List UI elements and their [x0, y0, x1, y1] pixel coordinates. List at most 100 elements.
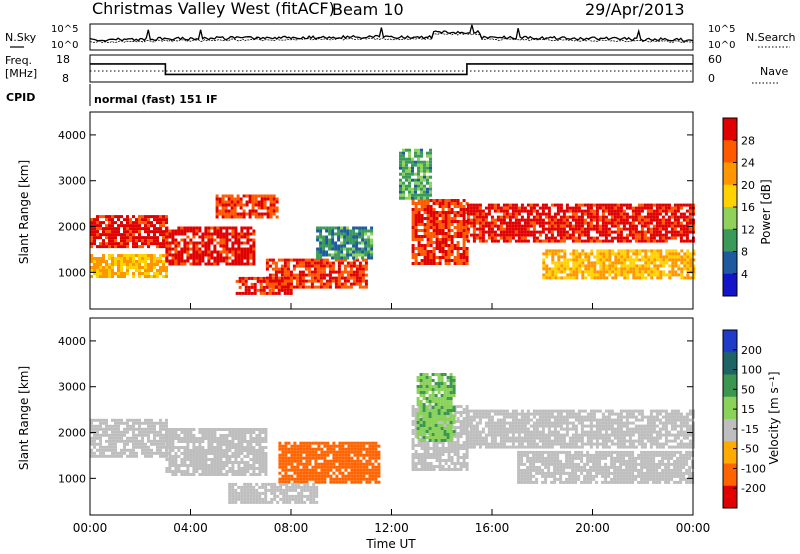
- data-cell: [443, 391, 447, 394]
- data-cell: [646, 218, 650, 222]
- data-cell: [481, 218, 485, 222]
- data-cell: [238, 291, 242, 295]
- data-cell: [625, 233, 629, 237]
- data-cell: [444, 217, 448, 220]
- data-cell: [349, 253, 353, 257]
- data-cell: [237, 244, 241, 248]
- data-cell: [180, 470, 184, 473]
- data-cell: [340, 273, 344, 277]
- data-cell: [447, 441, 451, 444]
- data-cell: [453, 235, 457, 238]
- data-cell: [297, 494, 301, 498]
- data-cell: [322, 238, 326, 242]
- data-cell: [419, 421, 423, 424]
- data-cell: [102, 239, 105, 243]
- data-cell: [243, 235, 247, 239]
- data-cell: [338, 456, 342, 460]
- data-cell: [347, 462, 351, 466]
- data-cell: [614, 261, 618, 265]
- data-cell: [177, 232, 181, 236]
- data-cell: [368, 468, 372, 472]
- data-cell: [295, 282, 299, 286]
- data-cell: [599, 249, 603, 253]
- data-cell: [274, 267, 278, 271]
- data-cell: [496, 224, 500, 228]
- data-cell: [108, 269, 111, 272]
- data-cell: [466, 230, 470, 234]
- data-cell: [285, 500, 289, 504]
- data-cell: [207, 434, 211, 437]
- data-cell: [138, 215, 141, 219]
- data-cell: [340, 261, 344, 265]
- data-cell: [258, 428, 262, 431]
- data-cell: [423, 187, 426, 191]
- data-cell: [402, 151, 405, 155]
- data-cell: [414, 217, 418, 220]
- data-cell: [243, 440, 247, 443]
- data-cell: [306, 482, 310, 486]
- data-cell: [240, 470, 244, 473]
- data-cell: [352, 250, 356, 254]
- data-cell: [291, 488, 295, 492]
- data-cell: [126, 266, 129, 269]
- data-cell: [429, 181, 432, 185]
- data-cell: [238, 285, 242, 289]
- data-cell: [628, 221, 632, 225]
- data-cell: [411, 232, 415, 235]
- data-cell: [219, 434, 223, 437]
- data-cell: [272, 200, 276, 204]
- data-cell: [316, 229, 320, 233]
- data-cell: [595, 236, 599, 240]
- data-cell: [508, 239, 512, 243]
- data-cell: [319, 247, 323, 251]
- data-cell: [120, 269, 123, 272]
- data-cell: [402, 157, 405, 161]
- data-cell: [465, 465, 469, 468]
- data-cell: [234, 434, 238, 437]
- data-cell: [655, 218, 659, 222]
- data-cell: [664, 221, 668, 225]
- data-cell: [159, 439, 162, 443]
- data-cell: [153, 263, 156, 266]
- data-cell: [277, 276, 281, 280]
- data-cell: [126, 436, 129, 440]
- data-cell: [659, 273, 663, 277]
- data-cell: [147, 439, 150, 443]
- data-cell: [565, 218, 569, 222]
- data-cell: [472, 230, 476, 234]
- data-cell: [371, 456, 375, 460]
- data-cell: [428, 403, 432, 406]
- data-cell: [326, 459, 330, 463]
- data-cell: [593, 273, 597, 277]
- data-cell: [144, 242, 147, 246]
- data-cell: [225, 238, 229, 242]
- data-cell: [186, 434, 190, 437]
- data-cell: [426, 465, 430, 468]
- data-cell: [420, 453, 424, 456]
- data-cell: [201, 253, 205, 257]
- data-cell: [374, 450, 378, 454]
- data-cell: [665, 252, 669, 256]
- data-cell: [311, 453, 315, 457]
- data-cell: [338, 444, 342, 448]
- data-cell: [493, 239, 497, 243]
- data-cell: [601, 224, 605, 228]
- data-cell: [272, 209, 276, 213]
- data-cell: [680, 276, 684, 280]
- data-cell: [248, 209, 252, 213]
- data-cell: [490, 215, 494, 219]
- data-cell: [302, 450, 306, 454]
- data-cell: [277, 267, 281, 271]
- data-cell: [584, 267, 588, 271]
- data-cell: [432, 453, 436, 456]
- data-cell: [132, 418, 135, 422]
- data-cell: [249, 494, 253, 498]
- data-cell: [426, 169, 429, 173]
- data-cell: [236, 200, 240, 204]
- data-cell: [105, 272, 108, 275]
- data-cell: [602, 258, 606, 262]
- data-cell: [219, 440, 223, 443]
- data-cell: [240, 235, 244, 239]
- data-cell: [505, 233, 509, 237]
- data-cell: [108, 245, 111, 249]
